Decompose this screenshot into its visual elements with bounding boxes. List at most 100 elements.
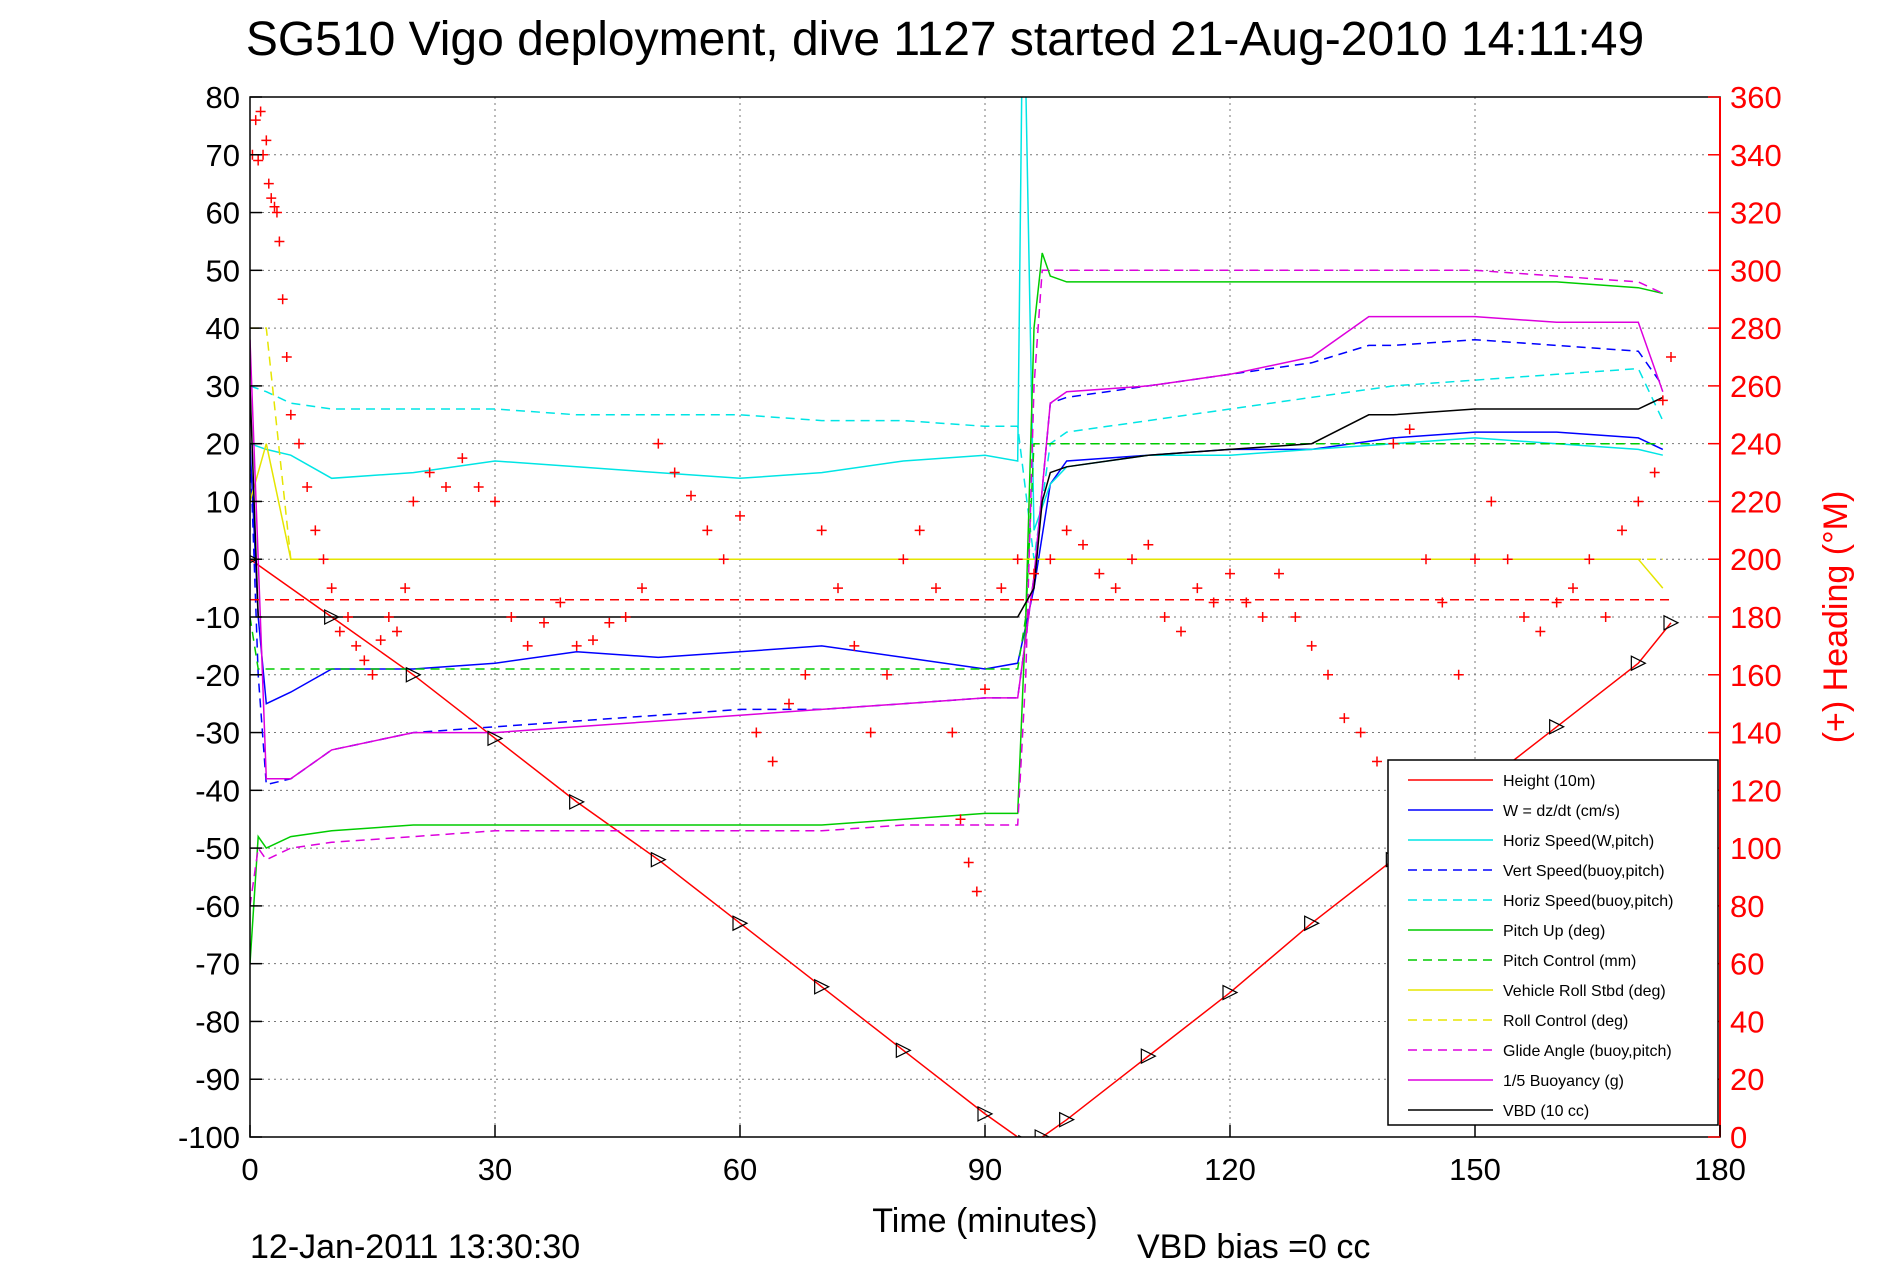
heading-point [367, 669, 378, 680]
heading-point [996, 583, 1007, 594]
heading-point [931, 583, 941, 594]
heading-point [1208, 597, 1219, 608]
height-marker [405, 666, 422, 683]
y2-tick-label: 40 [1730, 1004, 1764, 1039]
series-w-dz-dt-cm-s [250, 431, 1664, 705]
x-tick-label: 30 [478, 1152, 512, 1187]
heading-point [914, 525, 925, 536]
heading-point [266, 193, 277, 204]
heading-point [310, 525, 321, 536]
y2-tick-label: 260 [1730, 369, 1782, 404]
heading-point [1241, 597, 1252, 608]
heading-point [1029, 568, 1039, 579]
y2-tick-label: 240 [1730, 427, 1782, 462]
heading-point [1600, 612, 1611, 622]
y2-tick-label: 140 [1730, 716, 1782, 751]
legend-entry: W = dz/dt (cm/s) [1503, 803, 1620, 820]
heading-point [506, 612, 517, 622]
heading-point [334, 626, 345, 637]
x-tick-label: 150 [1449, 1152, 1501, 1187]
heading-point [1143, 539, 1154, 550]
heading-point [1502, 554, 1513, 565]
y2-tick-label: 200 [1730, 542, 1782, 577]
legend-entry: Vehicle Roll Stbd (deg) [1503, 983, 1666, 1000]
heading-point [255, 106, 266, 117]
heading-point [653, 438, 664, 449]
y2-tick-label: 340 [1730, 138, 1782, 173]
heading-point [702, 525, 713, 536]
heading-point [588, 635, 598, 646]
height-marker [1034, 1129, 1051, 1137]
heading-point [1094, 568, 1105, 579]
heading-point [359, 655, 370, 666]
heading-point [1306, 640, 1317, 651]
heading-point [1127, 554, 1137, 565]
heading-point [1617, 525, 1627, 536]
plot-area [250, 97, 1680, 1137]
y2-tick-label: 100 [1730, 831, 1782, 866]
heading-point [1045, 554, 1056, 565]
legend-entry: Pitch Control (mm) [1503, 953, 1636, 970]
heading-point [441, 482, 451, 492]
legend-entry: Glide Angle (buoy,pitch) [1503, 1043, 1672, 1060]
heading-point [1274, 568, 1284, 579]
heading-point [800, 669, 811, 680]
y-tick-label: -90 [195, 1062, 240, 1097]
heading-point [971, 886, 982, 897]
heading-point [963, 857, 974, 868]
heading-point [343, 612, 353, 622]
series-heading [250, 106, 1676, 897]
height-marker [650, 851, 667, 868]
y2-tick-label: 320 [1730, 196, 1782, 231]
heading-point [1110, 583, 1121, 594]
heading-point [1657, 395, 1668, 406]
heading-point [1453, 669, 1464, 680]
heading-point [457, 453, 468, 464]
heading-point [1323, 669, 1333, 680]
heading-point [539, 617, 549, 628]
heading-point [473, 482, 484, 492]
series-vert-speed-buoy-pitch [250, 338, 1664, 786]
heading-point [980, 684, 990, 695]
heading-point [263, 178, 274, 189]
heading-point [1519, 612, 1529, 622]
heading-point [1159, 612, 1170, 622]
height-marker [1018, 1134, 1023, 1137]
heading-point [1568, 583, 1578, 594]
legend-box [1387, 759, 1719, 1126]
heading-point [253, 155, 264, 166]
legend-entry: Pitch Up (deg) [1503, 923, 1605, 940]
heading-point [1388, 438, 1399, 449]
y2-tick-label: 60 [1730, 947, 1764, 982]
heading-point [947, 727, 958, 738]
legend-entry: Roll Control (deg) [1503, 1013, 1628, 1030]
height-marker [1304, 915, 1321, 932]
heading-point [669, 467, 680, 478]
heading-point [1421, 554, 1431, 565]
y-tick-label: 70 [206, 138, 240, 173]
height-marker [487, 730, 504, 747]
x-tick-label: 120 [1204, 1152, 1256, 1187]
height-marker [732, 915, 749, 932]
y-tick-label: -50 [195, 831, 240, 866]
y2-tick-label: 120 [1730, 773, 1782, 808]
heading-point [274, 236, 285, 247]
heading-point [400, 583, 411, 594]
heading-point [351, 640, 362, 651]
heading-point [898, 554, 909, 565]
heading-point [1290, 612, 1301, 622]
heading-point [686, 490, 696, 501]
height-marker [324, 609, 341, 625]
heading-point [383, 612, 394, 622]
legend-entry: Horiz Speed(W,pitch) [1503, 833, 1654, 850]
height-marker [1663, 614, 1680, 631]
legend-entry: Height (10m) [1503, 773, 1595, 790]
heading-point [392, 626, 402, 637]
legend-entry: 1/5 Buoyancy (g) [1503, 1073, 1624, 1090]
y-tick-label: 50 [206, 253, 240, 288]
heading-point [955, 814, 966, 825]
y-tick-label: 30 [206, 369, 240, 404]
height-marker [814, 978, 831, 995]
heading-point [250, 115, 261, 126]
legend-entry: Vert Speed(buoy,pitch) [1503, 863, 1665, 880]
